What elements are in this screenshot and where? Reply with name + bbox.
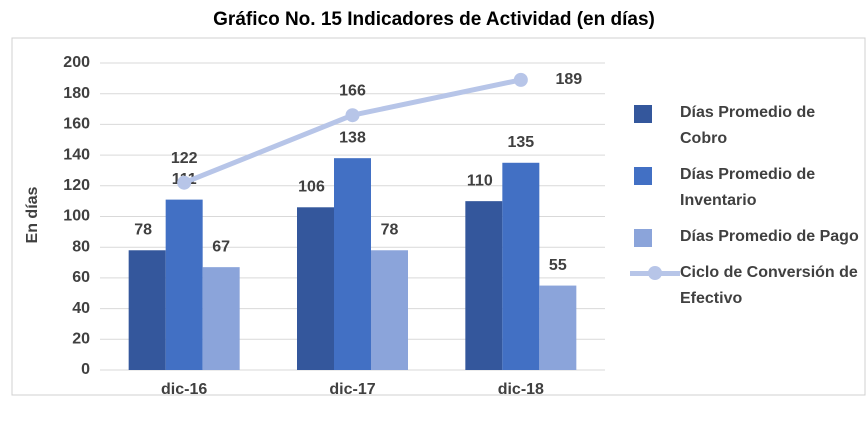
legend-item: Días Promedio de Pago	[630, 224, 860, 250]
line-marker	[177, 175, 192, 190]
bar	[165, 199, 203, 370]
x-tick-label: dic-18	[498, 381, 544, 398]
legend-label: Días Promedio de Pago	[680, 228, 859, 245]
bar	[502, 162, 540, 370]
data-label: 106	[298, 179, 325, 196]
y-tick-label: 160	[63, 116, 90, 133]
chart-frame	[11, 37, 866, 396]
legend-label: Días Promedio de Cobro	[680, 104, 816, 147]
data-label: 166	[339, 82, 366, 99]
bar	[371, 250, 408, 370]
bar	[128, 250, 166, 370]
y-tick-label: 0	[81, 361, 90, 378]
line-marker	[513, 72, 528, 87]
y-tick-label: 40	[72, 300, 90, 317]
data-label: 189	[555, 71, 582, 88]
legend-key	[630, 260, 680, 286]
data-label: 67	[212, 238, 230, 255]
y-tick-label: 80	[72, 238, 90, 255]
legend-item: Días Promedio de Cobro	[630, 100, 860, 152]
x-tick-label: dic-17	[329, 381, 375, 398]
data-label: 138	[339, 129, 366, 146]
bar	[539, 285, 577, 370]
legend-key	[630, 224, 680, 250]
bar	[297, 207, 334, 370]
y-tick-label: 20	[72, 331, 90, 348]
chart-title: Gráfico No. 15 Indicadores de Actividad …	[213, 9, 655, 30]
legend-key	[630, 100, 680, 126]
bar	[465, 201, 503, 370]
legend-label: Días Promedio de Inventario	[680, 166, 816, 209]
y-axis-label: En días	[24, 186, 41, 243]
legend-key	[630, 162, 680, 188]
bar	[202, 267, 240, 370]
x-tick-label: dic-16	[161, 381, 207, 398]
y-tick-label: 180	[63, 85, 90, 102]
bar	[334, 158, 371, 370]
y-tick-label: 140	[63, 146, 90, 163]
legend-item: Ciclo de Conversión de Efectivo	[630, 260, 860, 312]
line-marker	[345, 108, 360, 123]
y-tick-label: 120	[63, 177, 90, 194]
legend: Días Promedio de Cobro Días Promedio de I…	[630, 100, 860, 322]
data-label: 122	[171, 150, 198, 167]
data-label: 55	[549, 257, 567, 274]
legend-label: Ciclo de Conversión de Efectivo	[680, 264, 858, 307]
data-label: 110	[467, 172, 493, 189]
y-tick-label: 100	[63, 208, 90, 225]
y-tick-label: 60	[72, 269, 90, 286]
data-label: 78	[381, 221, 399, 238]
data-label: 135	[507, 134, 534, 151]
data-label: 78	[134, 221, 152, 238]
legend-item: Días Promedio de Inventario	[630, 162, 860, 214]
y-tick-label: 200	[63, 54, 90, 71]
